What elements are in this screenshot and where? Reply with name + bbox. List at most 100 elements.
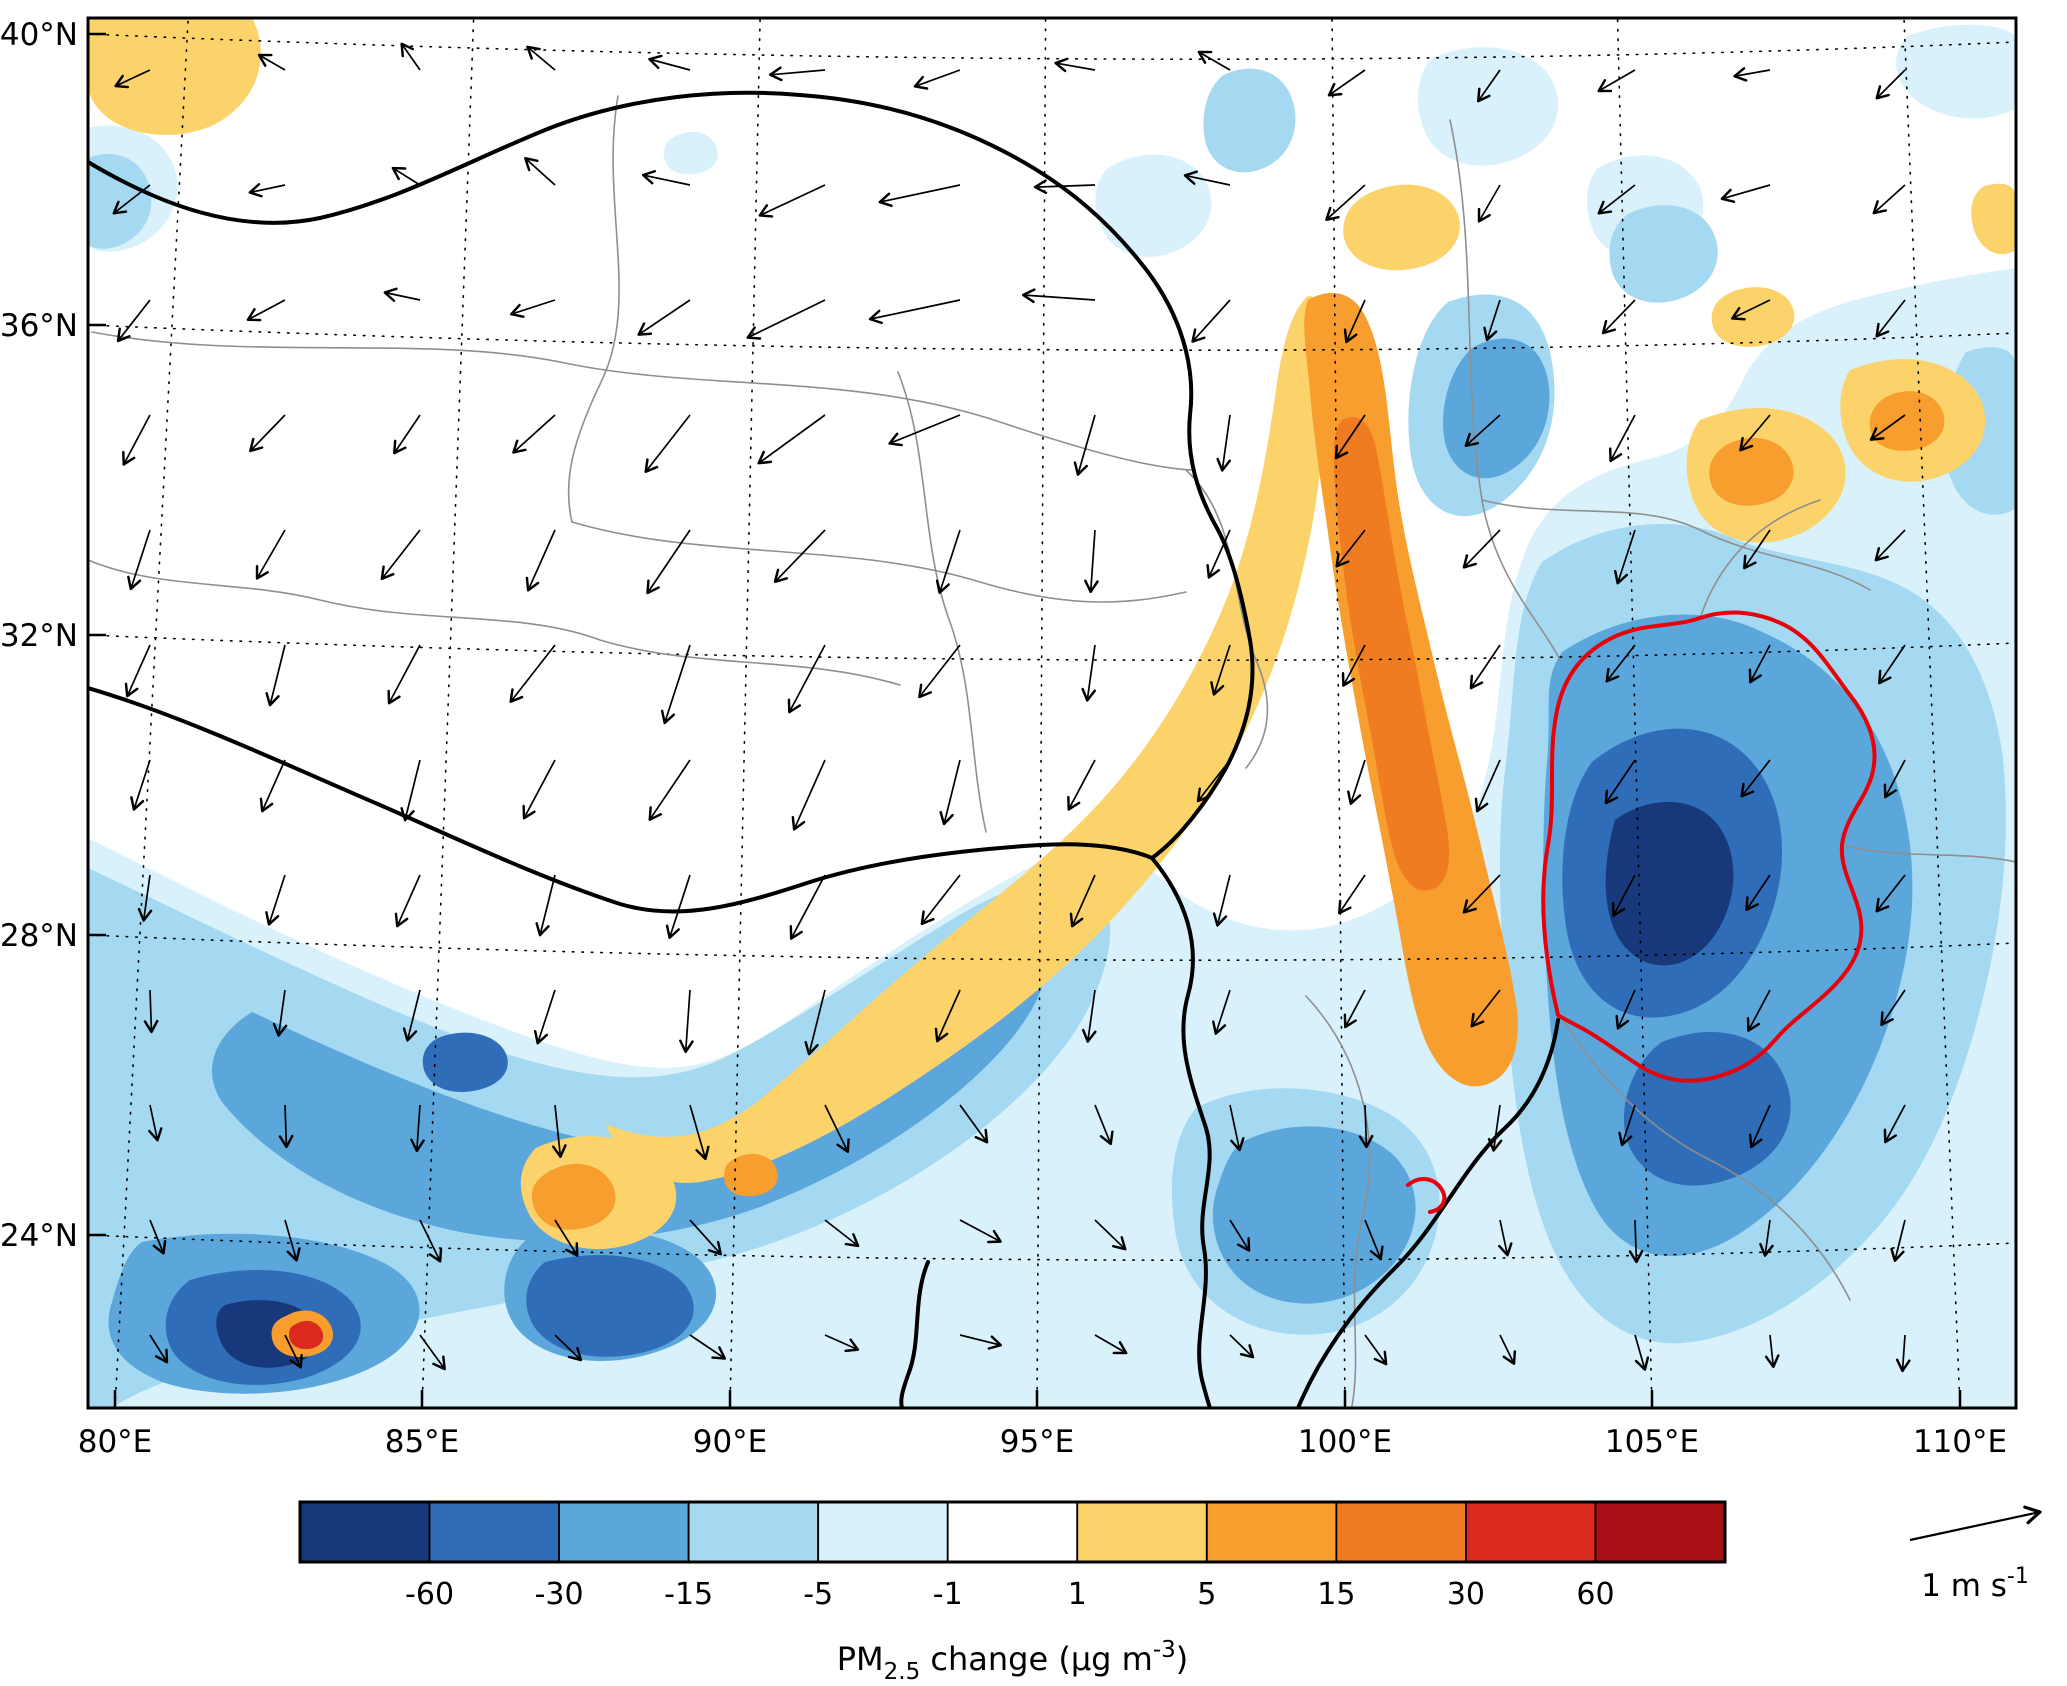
wind-arrow (114, 69, 151, 89)
colorbar-tick-label: 15 (1317, 1577, 1355, 1612)
colorbar-segment (1076, 1501, 1208, 1563)
y-tick-label: 28°N (0, 918, 78, 954)
boundary-province-gray-7 (1481, 499, 1871, 591)
wind-arrow (646, 529, 691, 595)
parallel-line (88, 33, 2016, 60)
parallel-line (88, 634, 2016, 661)
wind-arrow (888, 414, 961, 447)
wind-arrow (1499, 1334, 1517, 1365)
colorbar-tick-label: -15 (664, 1577, 713, 1612)
wind-arrow (1212, 874, 1231, 927)
colorbar-tick-label: -60 (405, 1577, 454, 1612)
wind-arrow (913, 69, 961, 90)
meridian-line (421, 18, 475, 1408)
region-yellow-arc (606, 296, 1348, 1183)
wind-arrow (535, 874, 556, 937)
y-tick-label: 24°N (0, 1218, 78, 1254)
wind-arrow (1358, 1104, 1374, 1149)
wind-arrow (1740, 759, 1771, 798)
wind-arrow (1229, 1104, 1245, 1152)
wind-arrow (1880, 989, 1906, 1027)
boundary-southeast-border (1296, 1018, 1560, 1408)
wind-arrow (1206, 529, 1231, 579)
wind-arrow (689, 1334, 727, 1360)
region-orange-ne1 (1709, 437, 1794, 506)
x-tick-label: 110°E (1913, 1424, 2007, 1460)
wind-arrow (689, 1219, 723, 1256)
wind-arrow (1869, 414, 1906, 441)
boundary-himalaya-south-rim (88, 686, 1154, 914)
colorbar-tick-label: 30 (1447, 1577, 1485, 1612)
wind-arrow (637, 299, 691, 336)
wind-arrow (959, 1219, 1002, 1244)
wind-arrow (1733, 67, 1771, 82)
wind-arrow (1021, 288, 1096, 304)
wind-arrow (1073, 414, 1096, 476)
boundary-coast-segment (899, 1260, 930, 1408)
region-cyan-spot-1 (664, 131, 718, 175)
wind-arrow (522, 759, 556, 820)
wind-arrow (1634, 1334, 1650, 1371)
region-cyan-top-mid (1095, 154, 1212, 257)
region-yellow-ne3 (1711, 287, 1795, 347)
wind-arrow (1335, 529, 1366, 568)
y-tick-label: 36°N (0, 308, 78, 344)
wind-arrow (1343, 989, 1366, 1029)
wind-arrow (918, 644, 961, 699)
region-cyan-top-right3 (1896, 24, 2016, 119)
wind-arrow (920, 874, 961, 926)
meridian-line (1903, 18, 1961, 1408)
wind-arrow (1615, 989, 1636, 1030)
boundary-province-gray-6 (1449, 119, 1561, 661)
colorbar-segment (1335, 1501, 1467, 1563)
wind-arrow (525, 529, 556, 592)
wind-arrow (1338, 874, 1366, 915)
wind-arrow (1474, 759, 1501, 813)
wind-arrow (512, 414, 556, 454)
wind-arrow (1081, 989, 1097, 1043)
region-yellow-right-edge (1971, 183, 2016, 255)
wind-arrow (1608, 414, 1636, 463)
wind-arrow (112, 184, 151, 215)
wind-arrow (1597, 184, 1636, 215)
wind-arrow (554, 1219, 579, 1257)
colorbar-tick-label: 60 (1576, 1577, 1614, 1612)
wind-arrow (1462, 874, 1501, 914)
wind-arrow (1748, 644, 1771, 684)
wind-arrow (689, 1104, 710, 1161)
region-lightblue-ne2 (1609, 205, 1718, 303)
wind-arrow (148, 1104, 163, 1142)
wind-arrow (1229, 1334, 1255, 1359)
wind-arrow (1628, 1219, 1644, 1264)
wind-vectors (112, 42, 1911, 1373)
wind-arrow (130, 759, 151, 811)
wind-arrow (1084, 529, 1099, 594)
wind-arrow (124, 644, 151, 698)
meridian-line (729, 18, 761, 1408)
map-frame (86, 16, 2018, 1410)
wind-arrow (1597, 69, 1636, 93)
wind-arrow (149, 1334, 169, 1364)
parallel-line (88, 1234, 2016, 1261)
x-tick-label: 80°E (78, 1424, 153, 1460)
wind-arrow (402, 989, 421, 1042)
wind-arrow (249, 414, 286, 453)
wind-arrow (1327, 69, 1366, 97)
colorbar-tick-label: -30 (535, 1577, 584, 1612)
wind-arrow (265, 644, 286, 707)
wind-arrow (122, 414, 151, 466)
wind-arrow (509, 644, 556, 703)
boundary-province-gray-4 (897, 371, 987, 833)
wind-arrow (935, 529, 961, 594)
wind-arrow (149, 1219, 167, 1255)
wind-arrow (1895, 1334, 1911, 1373)
colorbar-tick-label: -1 (933, 1577, 963, 1612)
wind-arrow (1210, 644, 1231, 696)
wind-arrow (679, 989, 694, 1054)
wind-arrow (554, 1334, 583, 1362)
y-tick-label: 40°N (0, 17, 78, 53)
wind-arrow (1325, 184, 1366, 222)
colorbar-border (298, 1500, 1727, 1564)
region-orange-core (1333, 417, 1450, 891)
